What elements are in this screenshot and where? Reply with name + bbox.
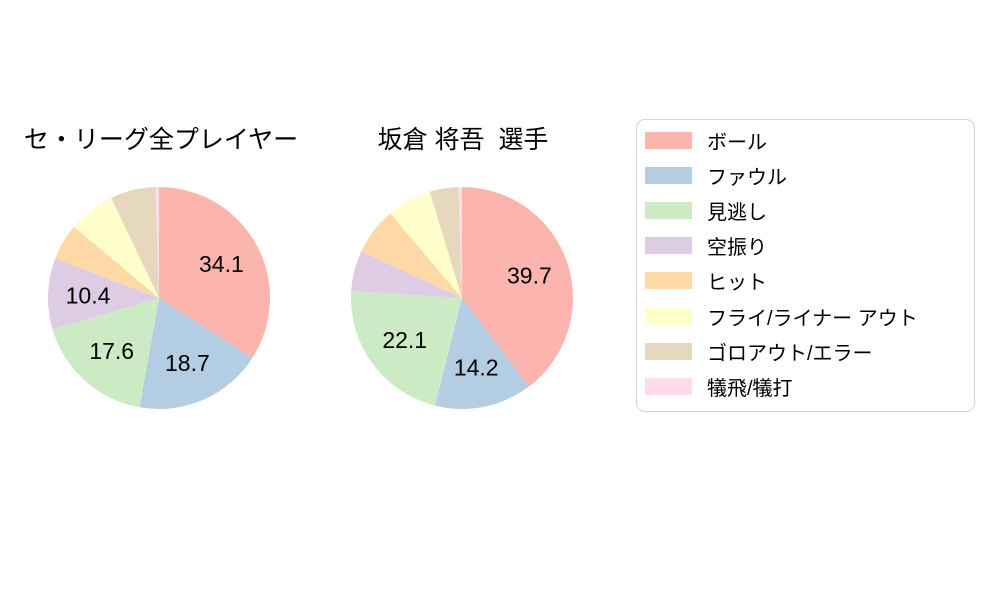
pie-0-slice-1 [139,298,253,410]
legend-swatch-icon [645,167,692,185]
legend-item-1: ファウル [637,158,974,193]
legend-swatch-icon [645,342,692,360]
pie-1-value-label-1: 14.2 [454,355,499,381]
legend-item-6: ゴロアウト/エラー [637,334,974,369]
pie-0-slice-4 [55,226,159,298]
pie-0-slice-0 [159,187,270,359]
legend-swatch-icon [645,272,692,290]
legend-swatch-icon [645,377,692,395]
pie-0-slice-3 [47,258,159,330]
pie-1-slice-1 [435,298,529,409]
pie-0-slice-7 [155,186,159,298]
pie-1-slice-3 [351,251,462,298]
legend-item-4: ヒット [637,263,974,298]
legend-item-5: フライ/ライナー アウト [637,298,974,333]
legend-label: ボール [707,132,767,155]
legend-item-7: 犠飛/犠打 [637,369,974,404]
pie-1-value-label-0: 39.7 [507,262,552,288]
pie-1-slice-7 [458,186,462,298]
legend-label: 空振り [707,237,767,260]
legend-item-0: ボール [637,123,974,158]
legend-swatch-icon [645,202,692,220]
legend-swatch-icon [645,132,692,150]
legend-label: ファウル [707,167,787,190]
legend-swatch-icon [645,237,692,255]
pie-1-slice-4 [361,213,462,298]
pie-0-slice-5 [73,197,159,298]
pie-1-value-label-2: 22.1 [382,327,427,353]
pie-0-value-label-3: 10.4 [66,282,111,308]
legend-swatch-icon [645,307,692,325]
chart-title-right: 坂倉 将吾 選手 [377,126,549,154]
legend: ボールファウル見逃し空振りヒットフライ/ライナー アウト ゴロアウト/エラー 犠飛/… [636,119,975,412]
legend-item-3: 空振り [637,228,974,263]
chart-title-left: セ・リーグ全プレイヤー [23,126,299,154]
pie-0-slice-6 [111,187,159,298]
pie-0-slice-2 [52,298,159,408]
legend-label: 見逃し [707,202,767,225]
legend-label: ヒット [707,272,767,295]
pie-1-slice-6 [429,187,462,298]
legend-label: フライ/ライナー アウト [707,307,918,330]
pie-0-value-label-1: 18.7 [165,350,210,376]
pie-1-slice-2 [351,291,462,406]
pie-0-value-label-0: 34.1 [199,251,244,277]
pie-1-slice-5 [390,191,462,298]
legend-item-2: 見逃し [637,193,974,228]
pie-0-value-label-2: 17.6 [89,338,134,364]
pie-1-slice-0 [462,187,574,387]
legend-label: ゴロアウト/エラー [707,342,873,365]
legend-label: 犠飛/犠打 [707,377,793,400]
